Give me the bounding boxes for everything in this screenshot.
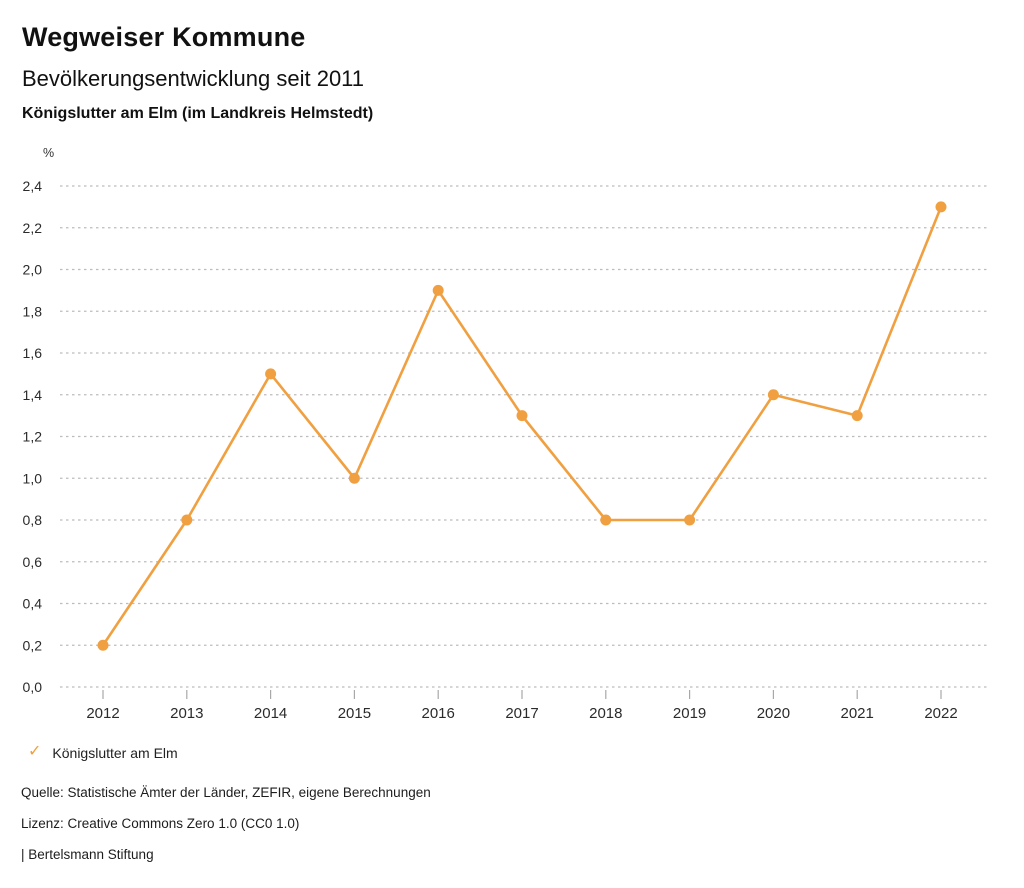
- svg-text:2020: 2020: [757, 705, 790, 722]
- region-label: Königslutter am Elm (im Landkreis Helmst…: [22, 105, 374, 122]
- svg-text:1,0: 1,0: [23, 470, 43, 486]
- svg-text:2022: 2022: [924, 705, 957, 722]
- svg-text:0,2: 0,2: [23, 637, 43, 653]
- svg-text:0,4: 0,4: [23, 596, 43, 612]
- svg-text:2,0: 2,0: [23, 262, 43, 278]
- attribution-note: | Bertelsmann Stiftung: [21, 847, 154, 862]
- svg-text:2015: 2015: [338, 705, 371, 722]
- page-title: Wegweiser Kommune: [22, 22, 306, 52]
- svg-text:2013: 2013: [170, 705, 203, 722]
- svg-text:2017: 2017: [505, 705, 538, 722]
- source-note: Quelle: Statistische Ämter der Länder, Z…: [21, 785, 431, 800]
- check-icon: ✓: [28, 743, 42, 760]
- svg-text:1,2: 1,2: [23, 429, 43, 445]
- legend-label: Königslutter am Elm: [52, 745, 178, 761]
- svg-text:1,6: 1,6: [23, 345, 43, 361]
- svg-text:2021: 2021: [841, 705, 874, 722]
- svg-text:2018: 2018: [589, 705, 622, 722]
- svg-text:2014: 2014: [254, 705, 287, 722]
- svg-text:2,2: 2,2: [23, 220, 43, 236]
- svg-text:2,4: 2,4: [23, 178, 43, 194]
- legend: ✓ Königslutter am Elm: [28, 743, 178, 762]
- y-axis-unit-label: %: [43, 146, 55, 160]
- chart-area: 0,0 0,2 0,4 0,6 0,8 1,0 1,2 1,4 1,6 1,8 2,0 2,2 2,4 2…: [0, 140, 1024, 732]
- chart-subtitle: Bevölkerungsentwicklung seit 2011: [22, 66, 365, 91]
- svg-text:0,6: 0,6: [23, 554, 43, 570]
- svg-text:0,0: 0,0: [23, 679, 43, 695]
- license-note: Lizenz: Creative Commons Zero 1.0 (CC0 1…: [21, 816, 300, 831]
- svg-text:1,4: 1,4: [23, 387, 43, 403]
- svg-text:1,8: 1,8: [23, 303, 43, 319]
- svg-text:2019: 2019: [673, 705, 706, 722]
- svg-text:0,8: 0,8: [23, 512, 43, 528]
- population-line-chart: 0,0 0,2 0,4 0,6 0,8 1,0 1,2 1,4 1,6 1,8 2,0 2,2 2,4 2…: [23, 178, 990, 722]
- svg-text:2016: 2016: [422, 705, 455, 722]
- svg-text:2012: 2012: [86, 705, 119, 722]
